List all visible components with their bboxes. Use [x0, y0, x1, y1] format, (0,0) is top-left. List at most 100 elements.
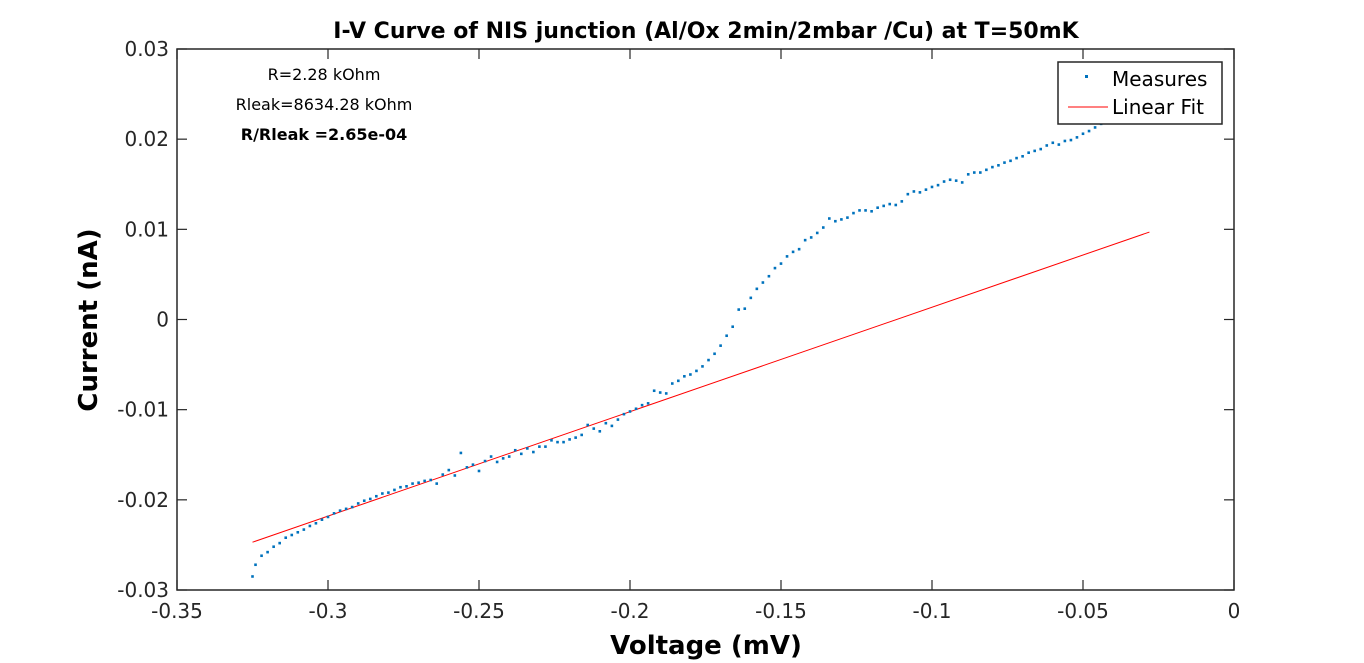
y-tick-label: -0.03 [117, 578, 169, 602]
measure-point [320, 518, 324, 521]
x-axis-label: Voltage (mV) [610, 631, 802, 661]
measure-point [592, 427, 596, 430]
measure-point [1045, 144, 1049, 147]
measure-point [809, 236, 813, 239]
measure-point [405, 485, 408, 488]
measure-point [1021, 154, 1024, 158]
measure-point [767, 274, 771, 278]
measure-point [924, 188, 928, 191]
measure-point [338, 509, 342, 512]
measure-point [1075, 136, 1079, 139]
measure-point [526, 447, 529, 450]
measure-point [918, 191, 922, 194]
annotation-resistance-ratio: R/Rleak =2.65e-04 [241, 125, 407, 144]
measure-point [368, 497, 372, 501]
measure-point [483, 459, 487, 463]
measure-point [266, 550, 269, 554]
x-tick-label: 0 [1228, 599, 1241, 623]
measure-point [278, 541, 281, 545]
measure-point [447, 468, 451, 472]
measure-point [652, 389, 656, 393]
measure-point [628, 410, 632, 413]
measure-point [846, 216, 849, 219]
measure-point [852, 211, 855, 215]
measure-point [477, 469, 481, 473]
measure-point [840, 218, 843, 221]
measure-point [387, 491, 390, 494]
measure-point [308, 524, 312, 528]
measure-point [755, 287, 759, 291]
legend-marker-measures [1085, 75, 1088, 78]
measure-point [550, 439, 553, 442]
measure-point [725, 334, 728, 338]
measure-point [791, 250, 795, 254]
measure-point [495, 460, 499, 464]
measure-point [326, 515, 330, 519]
measure-point [942, 180, 946, 183]
measure-point [870, 210, 873, 213]
measure-point [453, 474, 457, 477]
measure-point [260, 554, 263, 558]
y-axis-label: Current (nA) [74, 228, 104, 411]
measure-point [773, 266, 777, 270]
x-tick-label: -0.05 [1057, 599, 1109, 623]
measure-point [272, 545, 275, 549]
stats-annotations: R=2.28 kOhm Rleak=8634.28 kOhm R/Rleak =… [236, 65, 413, 144]
legend-box [1057, 61, 1223, 125]
measure-point [864, 209, 867, 212]
measure-point [604, 421, 608, 425]
measure-point [507, 455, 511, 458]
measure-point [858, 209, 861, 212]
measure-point [707, 358, 710, 362]
x-tick-label: -0.25 [453, 599, 505, 623]
measure-point [284, 536, 288, 540]
measure-point [797, 247, 801, 251]
measure-point [683, 375, 686, 378]
measure-point [622, 412, 626, 416]
measure-point [544, 445, 547, 448]
measure-point [251, 575, 254, 578]
measure-point [1051, 141, 1055, 145]
y-tick-label: 0.01 [124, 217, 169, 241]
measure-point [489, 455, 493, 458]
measure-point [574, 436, 577, 439]
measure-point [332, 512, 336, 515]
measure-point [912, 190, 916, 193]
measure-point [761, 281, 765, 284]
measure-point [562, 440, 565, 444]
measure-point [966, 173, 970, 176]
measure-point [375, 494, 378, 498]
measure-point [737, 308, 741, 311]
measure-point [362, 499, 366, 503]
measure-point [568, 438, 571, 441]
measure-point [815, 231, 819, 235]
measure-point [634, 407, 638, 411]
measure-point [532, 450, 535, 454]
measure-point [1063, 139, 1067, 143]
x-tick-label: -0.1 [912, 599, 951, 623]
y-tick-label: 0.02 [124, 127, 169, 151]
measure-point [954, 179, 958, 182]
measure-point [1003, 161, 1006, 164]
measure-point [519, 452, 523, 456]
legend-label-measures: Measures [1112, 67, 1207, 91]
measure-point [1087, 129, 1091, 133]
measure-point [302, 528, 306, 531]
measure-point [749, 296, 753, 300]
plot-area [176, 48, 1235, 591]
measure-point [972, 171, 976, 174]
measure-point [417, 481, 420, 485]
x-tick-label: -0.15 [755, 599, 807, 623]
linear-fit-line [252, 231, 1150, 543]
measure-point [435, 482, 439, 485]
measure-point [344, 507, 348, 511]
measure-point [580, 433, 583, 437]
measures-series [251, 117, 1115, 578]
measure-point [743, 307, 747, 310]
axis-ticks: -0.35 -0.3 -0.25 -0.2 -0.15 -0.1 -0.05 0 -0.03 -0… [117, 37, 1240, 623]
measure-point [689, 373, 692, 376]
measure-point [586, 423, 590, 427]
linear-fit-series [252, 231, 1150, 543]
measure-point [985, 168, 988, 172]
